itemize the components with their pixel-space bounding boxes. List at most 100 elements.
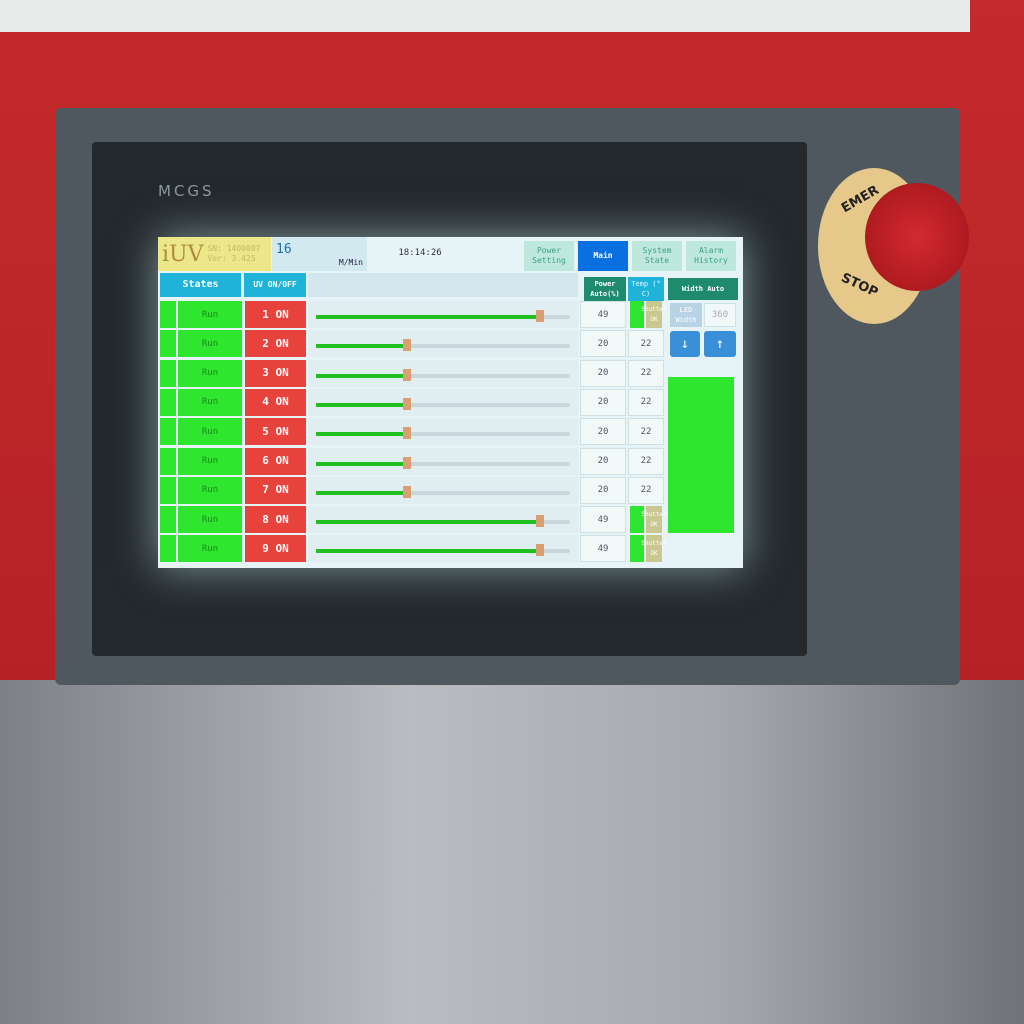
tab-main[interactable]: Main [578, 241, 628, 271]
slider-thumb[interactable] [403, 456, 412, 469]
power-slider[interactable] [308, 506, 578, 534]
uv-toggle-button[interactable]: 8 ON [245, 506, 306, 534]
led-width-label: LED Width [670, 303, 702, 327]
temp-value: 22 [628, 359, 664, 387]
header-uv: UV ON/OFF [244, 273, 306, 297]
slider-fill [316, 315, 541, 319]
power-value[interactable]: 49 [580, 301, 626, 328]
header-states: States [160, 273, 241, 297]
row-state: Run [178, 301, 242, 328]
temp-value: 22 [628, 388, 664, 416]
estop-label-bottom: STOP [838, 270, 881, 301]
header-power: Power Auto(%) [584, 277, 626, 301]
temp-value: 22 [628, 418, 664, 446]
hmi-screen: iUV SN: 1400007 Ver: 3.425 16 M/Min 18:14… [158, 237, 743, 568]
uv-toggle-button[interactable]: 2 ON [245, 330, 306, 358]
slider-track [316, 397, 570, 410]
slider-thumb[interactable] [536, 310, 545, 322]
uv-toggle-button[interactable]: 3 ON [245, 359, 306, 387]
shutter-indicator [630, 535, 644, 563]
slider-thumb[interactable] [403, 397, 412, 410]
slider-fill [316, 461, 408, 466]
slider-track [316, 485, 570, 498]
row-state: Run [178, 506, 242, 534]
power-slider[interactable] [308, 388, 578, 416]
logo-box: iUV SN: 1400007 Ver: 3.425 [158, 237, 271, 271]
row-state: Run [178, 388, 242, 416]
slider-fill [316, 373, 408, 378]
clock: 18:14:26 [398, 248, 442, 258]
slider-thumb[interactable] [403, 368, 412, 381]
power-value[interactable]: 20 [580, 418, 626, 446]
header-temp: Temp (° C) [628, 277, 664, 301]
power-value[interactable]: 20 [580, 447, 626, 475]
row-state: Run [178, 535, 242, 563]
row-index-strip [160, 506, 176, 534]
tab-alarm-history[interactable]: Alarm History [686, 241, 736, 271]
slider-thumb[interactable] [403, 485, 412, 498]
slider-thumb[interactable] [536, 544, 545, 557]
tab-power-setting[interactable]: Power Setting [524, 241, 574, 271]
speed-value: 16 [276, 242, 292, 257]
serial-number: SN: 1400007 [207, 244, 261, 253]
row-index-strip [160, 535, 176, 563]
power-value[interactable]: 20 [580, 359, 626, 387]
width-down-button[interactable]: ↓ [670, 331, 700, 357]
uv-toggle-button[interactable]: 4 ON [245, 388, 306, 416]
power-slider[interactable] [308, 359, 578, 387]
slider-track [316, 339, 570, 352]
power-slider[interactable] [308, 301, 578, 328]
uv-toggle-button[interactable]: 7 ON [245, 476, 306, 504]
tab-system-state[interactable]: System State [632, 241, 682, 271]
uv-toggle-button[interactable]: 1 ON [245, 301, 306, 328]
power-value[interactable]: 49 [580, 506, 626, 534]
temp-value: 22 [628, 447, 664, 475]
uv-toggle-button[interactable]: 6 ON [245, 447, 306, 475]
speed-unit: M/Min [338, 258, 363, 267]
led-width-value[interactable]: 360 [704, 303, 736, 327]
slider-fill [316, 432, 408, 437]
row-state: Run [178, 476, 242, 504]
background-sign [0, 0, 970, 32]
brand-label: MCGS [158, 182, 215, 200]
machine-plate [0, 680, 1024, 1024]
width-up-button[interactable]: ↑ [704, 331, 736, 357]
temp-value: 22 [628, 476, 664, 504]
power-slider[interactable] [308, 330, 578, 358]
uv-toggle-button[interactable]: 9 ON [245, 535, 306, 563]
power-slider[interactable] [308, 476, 578, 504]
slider-header [308, 273, 578, 297]
slider-thumb[interactable] [403, 339, 412, 352]
power-value[interactable]: 49 [580, 535, 626, 563]
slider-fill [316, 344, 408, 349]
shutter-indicator [630, 506, 644, 534]
slider-thumb[interactable] [403, 427, 412, 440]
width-indicator [668, 377, 734, 533]
slider-track [316, 544, 570, 557]
power-value[interactable]: 20 [580, 476, 626, 504]
row-state: Run [178, 359, 242, 387]
power-slider[interactable] [308, 418, 578, 446]
slider-track [316, 368, 570, 381]
row-index-strip [160, 330, 176, 358]
row-index-strip [160, 359, 176, 387]
row-state: Run [178, 330, 242, 358]
power-slider[interactable] [308, 535, 578, 563]
temp-value: 22 [628, 330, 664, 358]
row-index-strip [160, 388, 176, 416]
power-value[interactable]: 20 [580, 330, 626, 358]
version: Ver: 3.425 [207, 254, 256, 263]
slider-thumb[interactable] [536, 515, 545, 528]
slider-track [316, 456, 570, 469]
shutter-status: Shutter OK [641, 301, 667, 328]
uv-toggle-button[interactable]: 5 ON [245, 418, 306, 446]
row-index-strip [160, 447, 176, 475]
header-width: Width Auto [668, 278, 738, 300]
emergency-stop-button[interactable] [865, 183, 969, 291]
logo: iUV [162, 241, 204, 267]
power-slider[interactable] [308, 447, 578, 475]
row-index-strip [160, 476, 176, 504]
row-state: Run [178, 447, 242, 475]
row-index-strip [160, 418, 176, 446]
power-value[interactable]: 20 [580, 388, 626, 416]
